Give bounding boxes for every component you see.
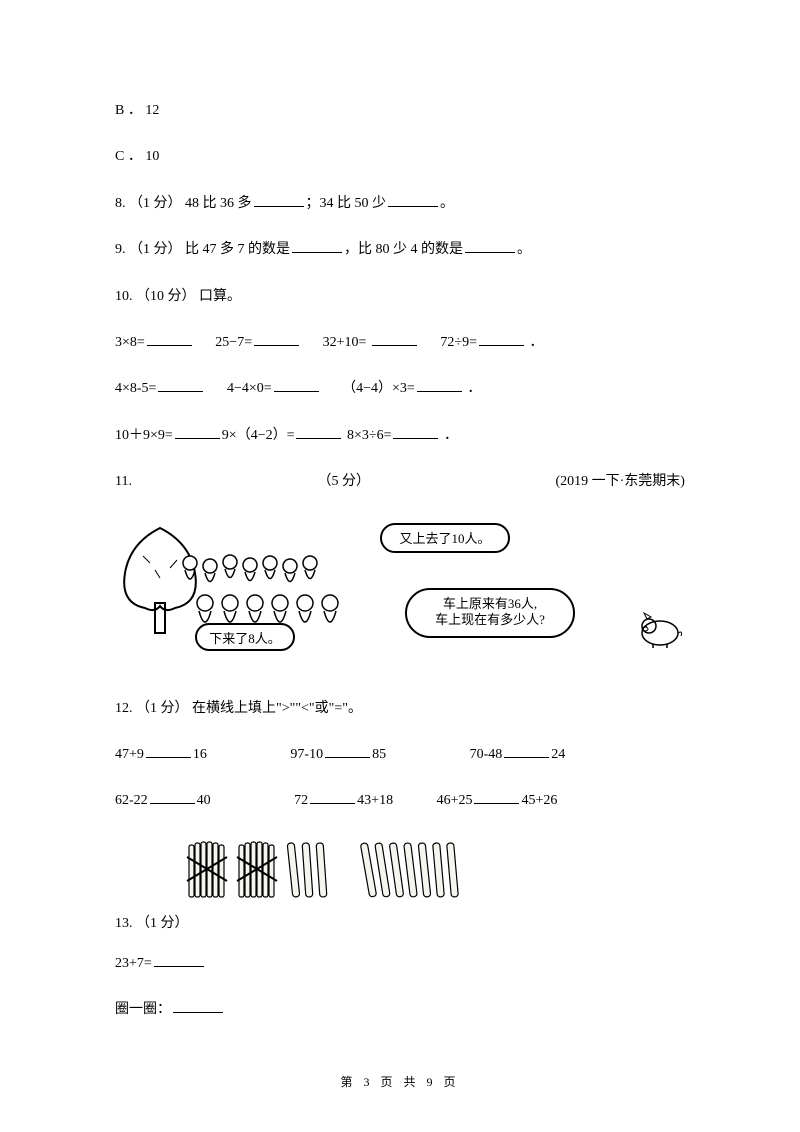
q8-text-2: ；34 比 50 少 xyxy=(306,196,387,211)
blank[interactable] xyxy=(274,378,319,392)
question-11-illustration: 又上去了10人。 下来了8人。 车上原来有36人, 车上现在有多少人? xyxy=(115,518,685,658)
blank[interactable] xyxy=(254,193,304,207)
expr: 8×3÷6= xyxy=(347,428,391,443)
expr: 3×8= xyxy=(115,335,145,350)
question-8: 8. （1 分） 48 比 36 多 ；34 比 50 少 。 xyxy=(115,193,685,215)
q8-text-3: 。 xyxy=(440,196,454,211)
blank[interactable] xyxy=(173,999,223,1013)
page-footer: 第 3 页 共 9 页 xyxy=(0,1073,800,1092)
q13-circle-label: 圈一圈： xyxy=(115,1002,171,1017)
blank[interactable] xyxy=(310,790,355,804)
blank[interactable] xyxy=(175,425,220,439)
expr: 4−4×0= xyxy=(227,381,272,396)
blank[interactable] xyxy=(393,425,438,439)
q9-text-1: 9. （1 分） 比 47 多 7 的数是 xyxy=(115,242,290,257)
expr: 85 xyxy=(372,747,386,762)
pig-icon xyxy=(635,608,685,648)
expr: （4−4）×3= xyxy=(342,381,415,396)
q13-equation: 23+7= xyxy=(115,953,685,975)
blank[interactable] xyxy=(147,332,192,346)
expr: 10＋9×9= xyxy=(115,428,173,443)
question-10: 10. （10 分） 口算。 xyxy=(115,286,685,308)
bubble-3-text-a: 车上原来有36人, xyxy=(443,596,537,611)
expr: 72÷9= xyxy=(440,335,477,350)
expr: 45+26 xyxy=(521,793,557,808)
q10-row-2: 4×8-5= 4−4×0= （4−4）×3= ． xyxy=(115,378,685,400)
q9-text-2: ，比 80 少 4 的数是 xyxy=(344,242,463,257)
dot: ． xyxy=(444,428,458,443)
blank[interactable] xyxy=(292,239,342,253)
q8-text-1: 8. （1 分） 48 比 36 多 xyxy=(115,196,252,211)
expr: 97-10 xyxy=(290,747,323,762)
blank[interactable] xyxy=(388,193,438,207)
blank[interactable] xyxy=(154,953,204,967)
blank[interactable] xyxy=(417,378,462,392)
dot: ． xyxy=(467,381,481,396)
question-13: 13. （1 分） xyxy=(115,913,685,935)
dot: ． xyxy=(529,335,543,350)
sticks-illustration xyxy=(185,837,685,907)
expr: 23+7= xyxy=(115,956,152,971)
q10-row-1: 3×8= 25−7= 32+10= 72÷9= ． xyxy=(115,332,685,354)
q11-points: （5 分） xyxy=(317,471,370,493)
expr: 43+18 xyxy=(357,793,393,808)
q12-row-2: 62-22 40 72 43+18 46+25 45+26 xyxy=(115,790,685,812)
q12-row-1: 47+9 16 97-10 85 70-48 24 xyxy=(115,744,685,766)
expr: 25−7= xyxy=(215,335,252,350)
blank[interactable] xyxy=(158,378,203,392)
speech-bubble-1: 又上去了10人。 xyxy=(380,523,510,553)
blank[interactable] xyxy=(146,744,191,758)
q10-row-3: 10＋9×9= 9×（4−2）= 8×3÷6= ． xyxy=(115,425,685,447)
blank[interactable] xyxy=(479,332,524,346)
expr: 46+25 xyxy=(437,793,473,808)
expr: 32+10= xyxy=(323,335,367,350)
expr: 72 xyxy=(294,793,308,808)
blank[interactable] xyxy=(150,790,195,804)
expr: 4×8-5= xyxy=(115,381,156,396)
q13-circle: 圈一圈： xyxy=(115,999,685,1021)
q11-source: (2019 一下·东莞期末) xyxy=(555,471,685,493)
q9-text-3: 。 xyxy=(517,242,531,257)
expr: 62-22 xyxy=(115,793,148,808)
blank[interactable] xyxy=(504,744,549,758)
question-11-header: 11. （5 分） (2019 一下·东莞期末) xyxy=(115,471,685,493)
speech-bubble-3: 车上原来有36人, 车上现在有多少人? xyxy=(405,588,575,638)
option-c: C ． 10 xyxy=(115,146,685,168)
question-12: 12. （1 分） 在横线上填上">""<"或"="。 xyxy=(115,698,685,720)
blank[interactable] xyxy=(325,744,370,758)
bubble-1-text: 又上去了10人。 xyxy=(399,531,490,546)
blank[interactable] xyxy=(465,239,515,253)
blank[interactable] xyxy=(296,425,341,439)
question-9: 9. （1 分） 比 47 多 7 的数是 ，比 80 少 4 的数是 。 xyxy=(115,239,685,261)
bubble-2-text: 下来了8人。 xyxy=(209,631,281,646)
option-b: B ． 12 xyxy=(115,100,685,122)
blank[interactable] xyxy=(254,332,299,346)
speech-bubble-2: 下来了8人。 xyxy=(195,623,295,651)
expr: 40 xyxy=(197,793,211,808)
expr: 70-48 xyxy=(470,747,503,762)
blank[interactable] xyxy=(372,332,417,346)
expr: 16 xyxy=(193,747,207,762)
blank[interactable] xyxy=(474,790,519,804)
bubble-3-text-b: 车上现在有多少人? xyxy=(435,612,545,627)
q11-number: 11. xyxy=(115,471,132,493)
expr: 47+9 xyxy=(115,747,144,762)
expr: 24 xyxy=(551,747,565,762)
expr: 9×（4−2）= xyxy=(222,428,295,443)
